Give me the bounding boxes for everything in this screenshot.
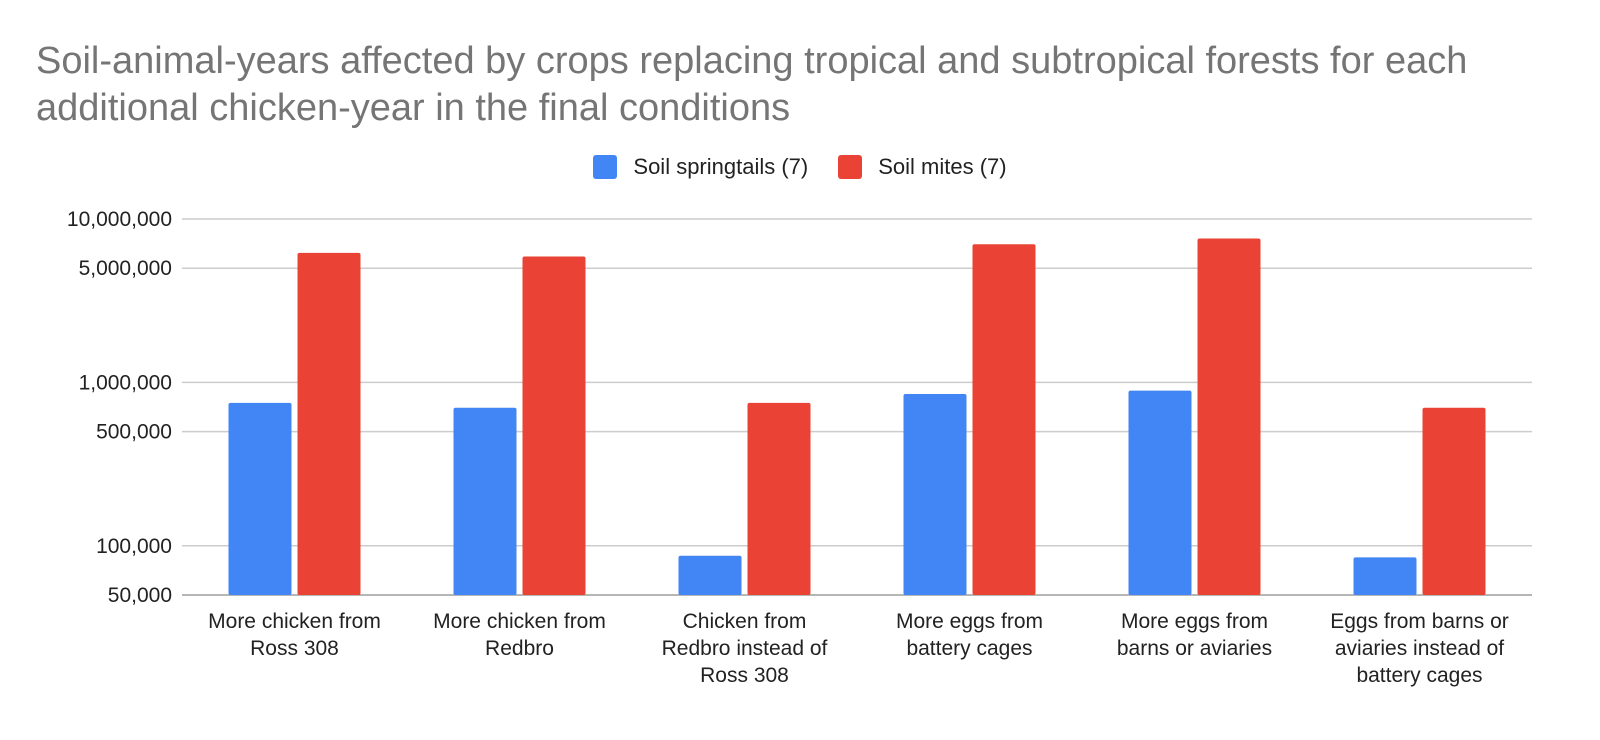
y-tick-label: 500,000	[96, 421, 172, 444]
bar-mites[interactable]	[1197, 238, 1261, 596]
bar-mites[interactable]	[522, 256, 586, 595]
bar-springtails[interactable]	[678, 555, 742, 595]
bar-springtails[interactable]	[228, 402, 292, 595]
y-tick-label: 1,000,000	[79, 371, 172, 394]
gridlines	[182, 218, 1532, 596]
chart-title: Soil-animal-years affected by crops repl…	[36, 40, 1468, 129]
x-category-label: Eggs from barns or aviaries instead of bat…	[1330, 610, 1509, 687]
legend-item-springtails[interactable]: Soil springtails (7)	[593, 154, 808, 180]
y-axis-ticks: 50,000 100,000 500,000 1,000,000 5,000,000 10…	[67, 208, 172, 607]
bar-mites[interactable]	[1422, 407, 1486, 595]
x-category-label: More eggs from barns or aviaries	[1117, 610, 1272, 660]
x-category-label: More eggs from battery cages	[896, 610, 1043, 660]
x-category-label: More chicken from Redbro	[433, 610, 606, 660]
y-tick-label: 5,000,000	[79, 257, 172, 280]
x-axis-categories: More chicken from Ross 308 More chicken fr…	[208, 610, 1509, 687]
legend-swatch-mites	[838, 155, 863, 179]
bar-springtails[interactable]	[903, 393, 967, 595]
bar-springtails[interactable]	[1128, 390, 1192, 595]
x-category-label: Chicken from Redbro instead of Ross 308	[662, 610, 828, 687]
legend-item-mites[interactable]: Soil mites (7)	[838, 154, 1007, 180]
chart-legend: Soil springtails (7) Soil mites (7)	[0, 154, 1600, 180]
legend-label-mites: Soil mites (7)	[878, 154, 1007, 179]
bar-mites[interactable]	[972, 244, 1036, 595]
bar-mites[interactable]	[297, 252, 361, 595]
legend-swatch-springtails	[593, 155, 618, 179]
bar-mites[interactable]	[747, 402, 811, 595]
legend-label-springtails: Soil springtails (7)	[633, 154, 809, 179]
y-tick-label: 100,000	[96, 535, 172, 558]
bars	[228, 238, 1486, 596]
x-category-label: More chicken from Ross 308	[208, 610, 381, 660]
bar-springtails[interactable]	[453, 407, 517, 595]
y-tick-label: 10,000,000	[67, 208, 172, 231]
bar-springtails[interactable]	[1353, 557, 1417, 595]
y-tick-label: 50,000	[108, 584, 172, 607]
